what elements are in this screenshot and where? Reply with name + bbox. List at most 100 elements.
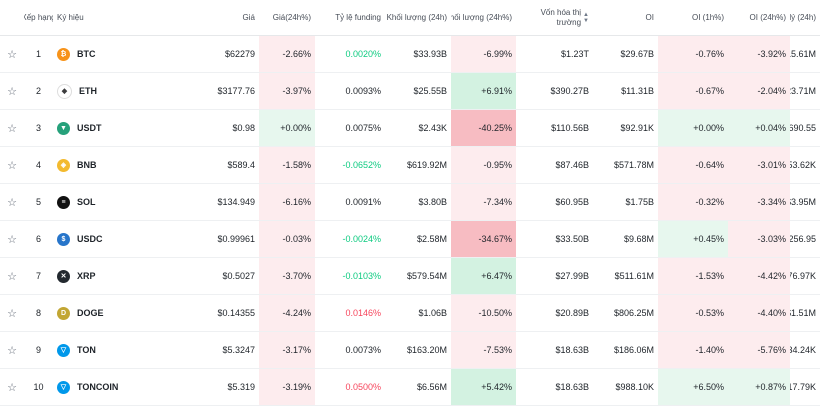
market-cap-cell: $390.27B	[550, 86, 589, 96]
volume-cell: $2.43K	[418, 123, 447, 133]
header-volume[interactable]: Khối lượng (24h)	[386, 13, 447, 22]
symbol-cell[interactable]: ▽ TON	[53, 332, 173, 368]
volume-cell: $33.93B	[413, 49, 447, 59]
symbol-cell[interactable]: ◈ BNB	[53, 147, 173, 183]
volume-change-cell: -40.25%	[451, 110, 516, 146]
header-price[interactable]: Giá	[242, 13, 255, 22]
oi-24h-cell: -3.01%	[728, 147, 790, 183]
symbol-label: USDC	[77, 234, 103, 244]
liquidation-cell: $690.55	[790, 123, 816, 133]
oi-cell: $29.67B	[620, 49, 654, 59]
header-oi-1h[interactable]: OI (1h%)	[691, 13, 724, 22]
symbol-label: BNB	[77, 160, 97, 170]
oi-1h-cell: -0.64%	[658, 147, 728, 183]
liquidation-cell: $334.24K	[790, 345, 816, 355]
symbol-cell[interactable]: ▽ TONCOIN	[53, 369, 173, 405]
liquidation-cell: $353.62K	[790, 160, 816, 170]
favorite-star-icon[interactable]: ☆	[7, 344, 17, 357]
header-oi[interactable]: OI	[645, 13, 654, 22]
rank-cell: 3	[35, 123, 41, 133]
doge-icon: D	[57, 306, 70, 320]
header-star-col	[0, 0, 24, 35]
header-volume-change[interactable]: Khối lượng (24h%)	[451, 13, 512, 22]
oi-1h-cell: +6.50%	[658, 369, 728, 405]
symbol-cell[interactable]: ≡ SOL	[53, 184, 173, 220]
table-row[interactable]: ☆ 2 ◆ ETH $3177.76 -3.97% 0.0093% $25.55B +6.91%…	[0, 73, 820, 110]
oi-1h-cell: -1.53%	[658, 258, 728, 294]
favorite-star-icon[interactable]: ☆	[7, 270, 17, 283]
rank-cell: 7	[35, 271, 41, 281]
liquidation-cell: $1.51M	[790, 308, 816, 318]
favorite-star-icon[interactable]: ☆	[7, 159, 17, 172]
volume-cell: $6.56M	[416, 382, 447, 392]
price-cell: $589.4	[227, 160, 255, 170]
usdc-icon: $	[57, 232, 70, 246]
oi-cell: $806.25M	[613, 308, 654, 318]
header-rank[interactable]: Xếp hạng	[24, 13, 53, 22]
header-liquidation[interactable]: Thanh lý (24h)	[790, 13, 816, 22]
symbol-label: XRP	[77, 271, 96, 281]
table-row[interactable]: ☆ 5 ≡ SOL $134.949 -6.16% 0.0091% $3.80B -7.34% $…	[0, 184, 820, 221]
symbol-label: TONCOIN	[77, 382, 119, 392]
funding-cell: 0.0091%	[345, 197, 381, 207]
header-funding[interactable]: Tỷ lệ funding	[335, 13, 381, 22]
market-cap-cell: $27.99B	[555, 271, 589, 281]
favorite-star-icon[interactable]: ☆	[7, 48, 17, 61]
header-symbol[interactable]: Ký hiệu	[57, 13, 84, 22]
favorite-star-icon[interactable]: ☆	[7, 122, 17, 135]
funding-cell: 0.0075%	[345, 123, 381, 133]
funding-cell: 0.0073%	[345, 345, 381, 355]
market-cap-cell: $18.63B	[555, 382, 589, 392]
oi-cell: $11.31B	[621, 86, 654, 96]
table-row[interactable]: ☆ 6 $ USDC $0.99961 -0.03% -0.0024% $2.58M -34.6…	[0, 221, 820, 258]
price-cell: $134.949	[217, 197, 255, 207]
table-header: Xếp hạng Ký hiệu Giá Giá(24h%) Tỷ lệ fun…	[0, 0, 820, 36]
symbol-label: SOL	[77, 197, 96, 207]
table-row[interactable]: ☆ 1 ₿ BTC $62279 -2.66% 0.0020% $33.93B -6.99% $1…	[0, 36, 820, 73]
symbol-cell[interactable]: ▼ USDT	[53, 110, 173, 146]
sort-icon[interactable]: ▲ ▼	[583, 11, 589, 24]
favorite-star-icon[interactable]: ☆	[7, 307, 17, 320]
liquidation-cell: $17.79K	[790, 382, 816, 392]
table-row[interactable]: ☆ 4 ◈ BNB $589.4 -1.58% -0.0652% $619.92M -0.95%…	[0, 147, 820, 184]
oi-1h-cell: -1.40%	[658, 332, 728, 368]
oi-cell: $186.06M	[613, 345, 654, 355]
symbol-cell[interactable]: ◆ ETH	[53, 73, 173, 109]
volume-cell: $1.06B	[418, 308, 447, 318]
favorite-star-icon[interactable]: ☆	[7, 85, 17, 98]
oi-cell: $988.10K	[615, 382, 654, 392]
symbol-cell[interactable]: ₿ BTC	[53, 36, 173, 72]
price-change-cell: -3.70%	[259, 258, 315, 294]
symbol-cell[interactable]: ✕ XRP	[53, 258, 173, 294]
favorite-star-icon[interactable]: ☆	[7, 381, 17, 394]
market-cap-cell: $87.46B	[555, 160, 589, 170]
table-row[interactable]: ☆ 7 ✕ XRP $0.5027 -3.70% -0.0103% $579.54M +6.47…	[0, 258, 820, 295]
header-market-cap-line1: Vốn hóa thị	[540, 7, 582, 17]
header-price-change[interactable]: Giá(24h%)	[272, 13, 311, 22]
funding-cell: 0.0093%	[345, 86, 381, 96]
symbol-cell[interactable]: D DOGE	[53, 295, 173, 331]
price-change-cell: -3.97%	[259, 73, 315, 109]
symbol-label: USDT	[77, 123, 102, 133]
table-row[interactable]: ☆ 9 ▽ TON $5.3247 -3.17% 0.0073% $163.20M -7.53%…	[0, 332, 820, 369]
table-body: ☆ 1 ₿ BTC $62279 -2.66% 0.0020% $33.93B -6.99% $1…	[0, 36, 820, 406]
volume-cell: $619.92M	[406, 160, 447, 170]
table-row[interactable]: ☆ 10 ▽ TONCOIN $5.319 -3.19% 0.0500% $6.56M +5.4…	[0, 369, 820, 406]
symbol-cell[interactable]: $ USDC	[53, 221, 173, 257]
funding-cell: -0.0652%	[342, 160, 381, 170]
oi-cell: $571.78M	[613, 160, 654, 170]
oi-24h-cell: -4.42%	[728, 258, 790, 294]
price-cell: $0.14355	[217, 308, 255, 318]
header-market-cap-line2: trường	[556, 17, 582, 27]
funding-cell: 0.0500%	[345, 382, 381, 392]
table-row[interactable]: ☆ 8 D DOGE $0.14355 -4.24% 0.0146% $1.06B -10.50…	[0, 295, 820, 332]
toncoin-icon: ▽	[57, 380, 70, 394]
table-row[interactable]: ☆ 3 ▼ USDT $0.98 +0.00% 0.0075% $2.43K -40.25% $1…	[0, 110, 820, 147]
favorite-star-icon[interactable]: ☆	[7, 233, 17, 246]
volume-cell: $2.58M	[416, 234, 447, 244]
header-oi-24h[interactable]: OI (24h%)	[749, 13, 786, 22]
favorite-star-icon[interactable]: ☆	[7, 196, 17, 209]
header-market-cap[interactable]: Vốn hóa thị trường ▲ ▼	[516, 0, 593, 35]
volume-cell: $163.20M	[406, 345, 447, 355]
funding-cell: 0.0146%	[345, 308, 381, 318]
